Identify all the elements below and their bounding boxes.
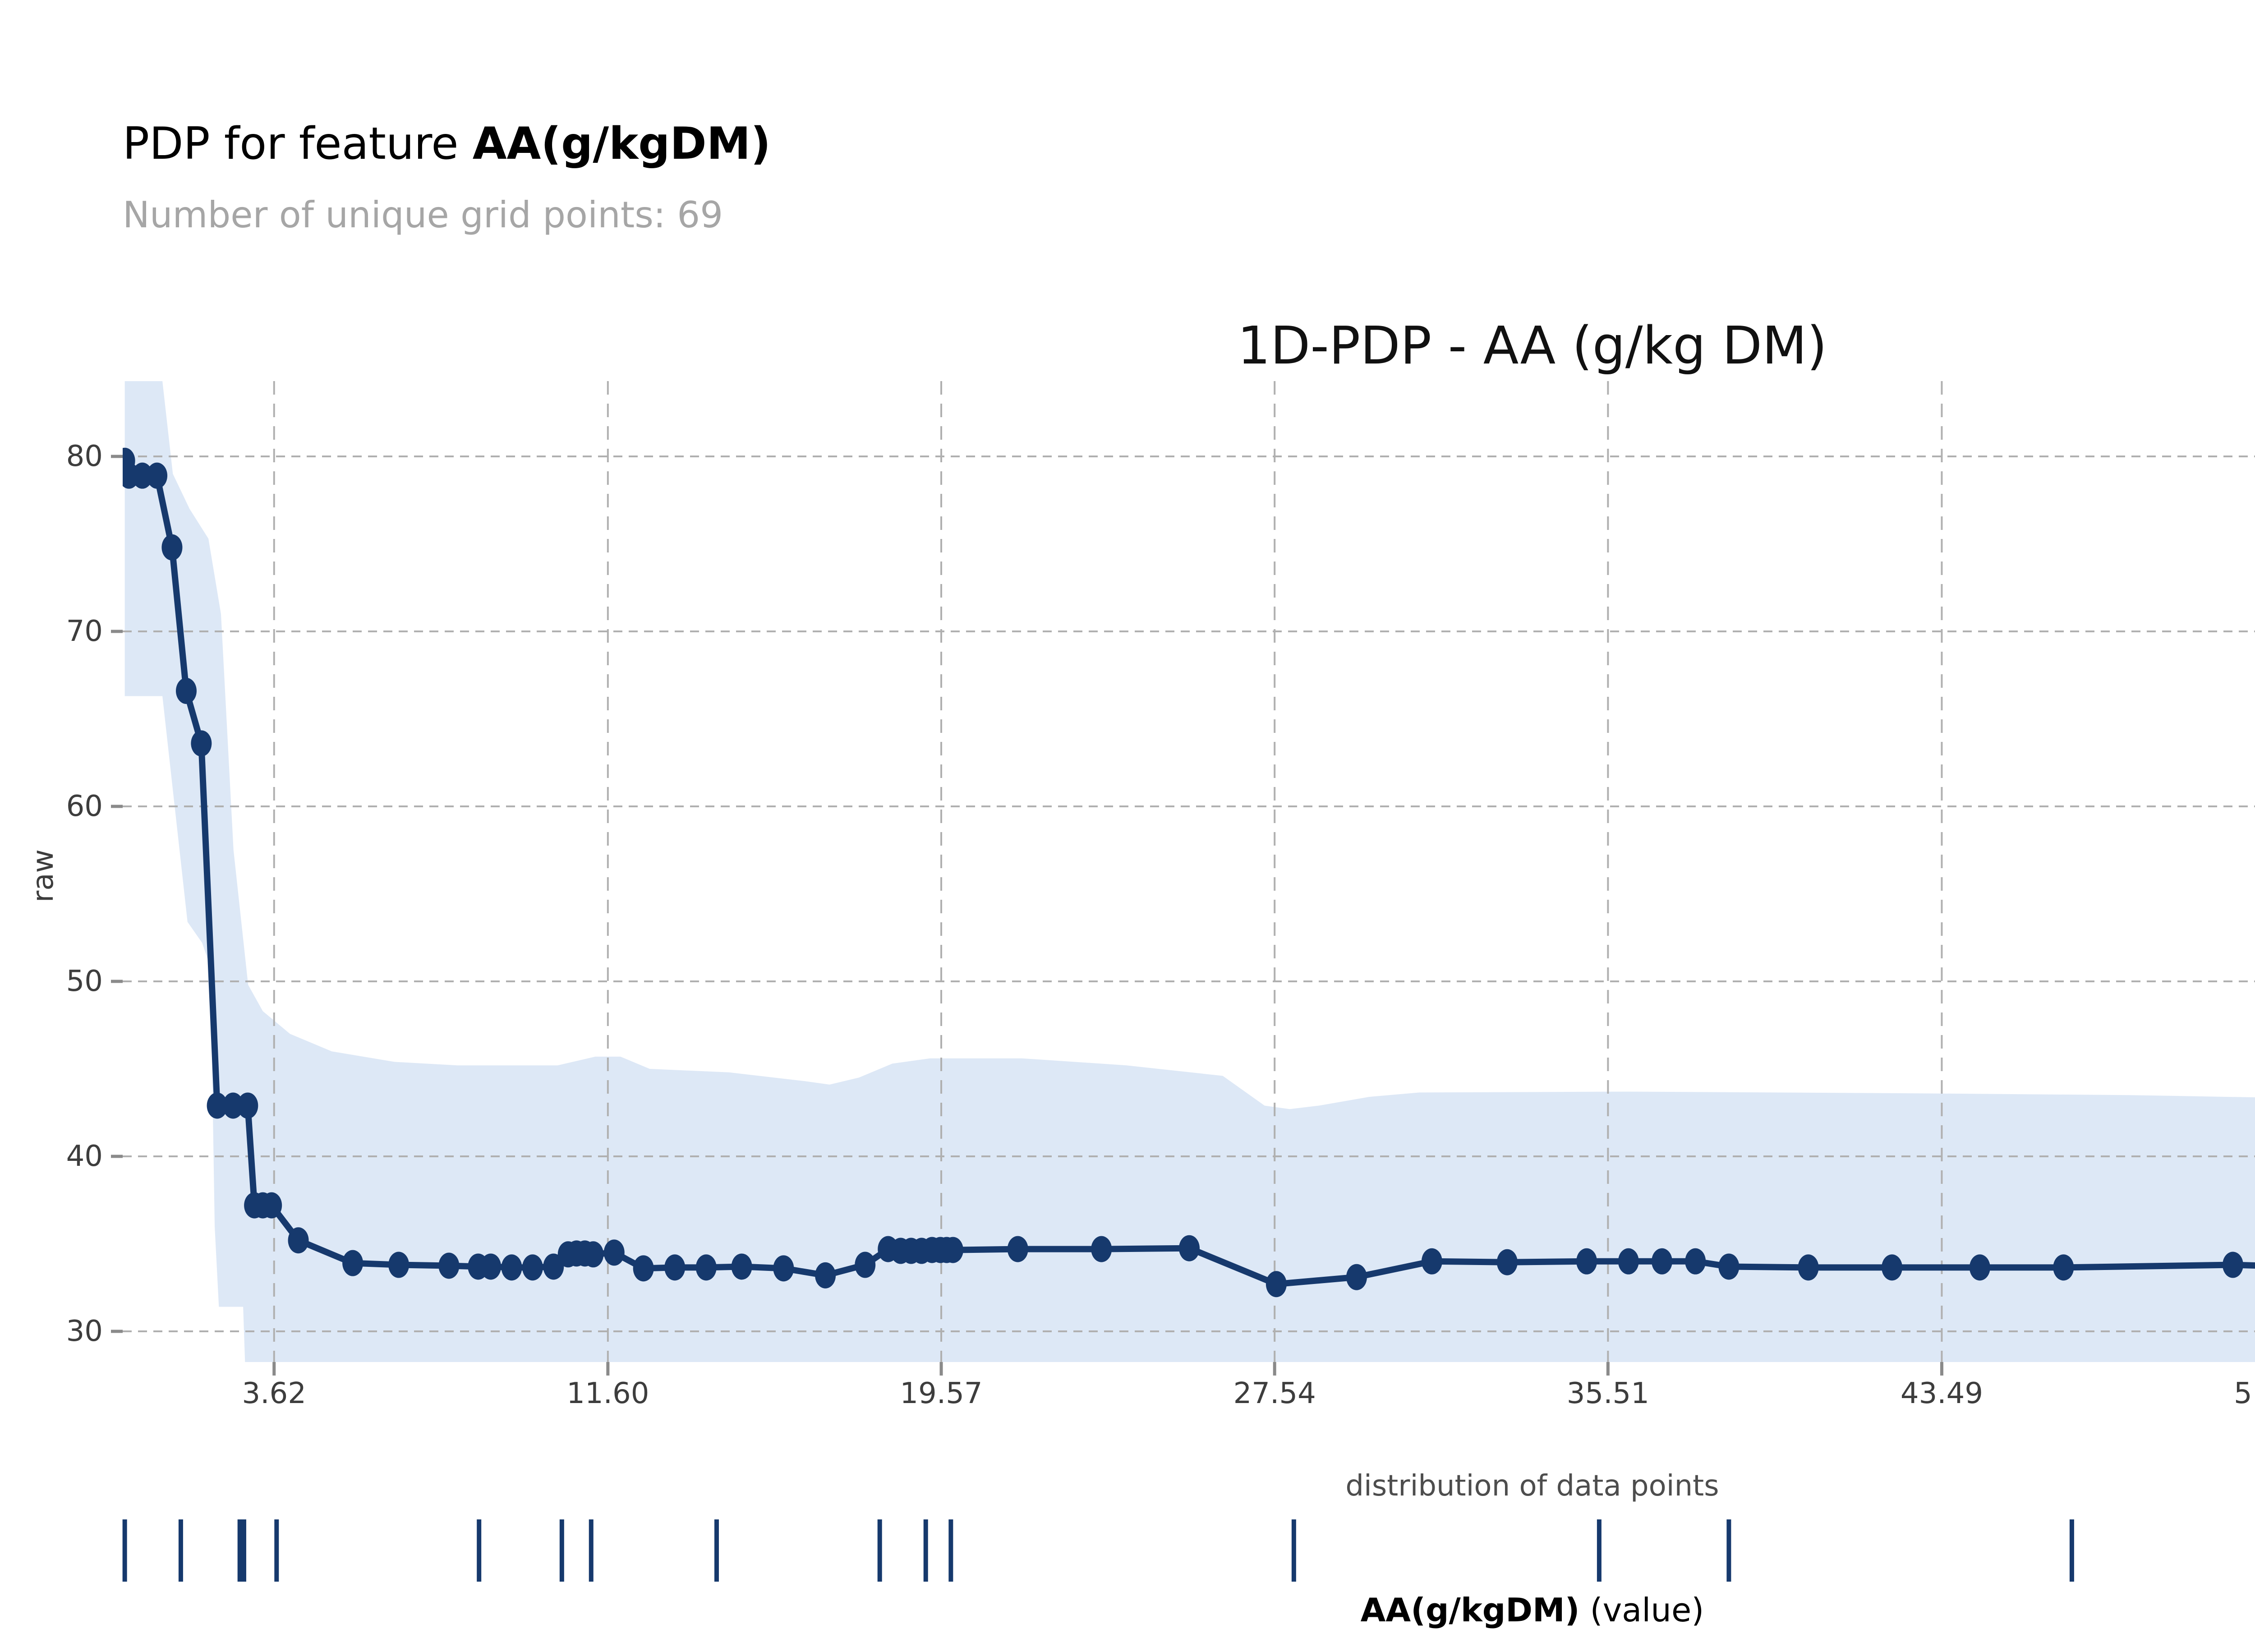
x-axis-label-feature: AA(g/kgDM): [1360, 1591, 1580, 1629]
page-title-prefix: PDP for feature: [123, 118, 473, 170]
distribution-label: distribution of data points: [1345, 1469, 1719, 1503]
x-tick-label: 11.60: [566, 1377, 649, 1410]
x-tick-label: 27.54: [1233, 1377, 1316, 1410]
y-tick-label: 40: [66, 1140, 103, 1173]
x-tick-label: 19.57: [900, 1377, 983, 1410]
x-axis-label: AA(g/kgDM) (value): [123, 1591, 2255, 1629]
x-tick-label: 51.46: [2234, 1377, 2255, 1410]
y-axis-label: raw: [27, 849, 60, 902]
x-axis-label-suffix: (value): [1579, 1591, 1704, 1629]
y-tick-label: 60: [66, 790, 103, 823]
y-tick-label: 70: [66, 615, 103, 648]
chart-title: 1D-PDP - AA (g/kg DM): [1237, 316, 1827, 376]
x-tick-label: 3.62: [242, 1377, 306, 1410]
x-tick-label: 35.51: [1566, 1377, 1649, 1410]
pdp-points: [123, 447, 2243, 1298]
confidence-band: [124, 381, 2255, 1362]
y-tick-label: 30: [66, 1315, 103, 1348]
page-title: PDP for feature AA(g/kgDM): [123, 118, 771, 170]
x-tick-label: 43.49: [1900, 1377, 1983, 1410]
y-tick-label: 50: [66, 965, 103, 998]
axis-tick-marks: [111, 455, 1943, 1376]
rug-plot: [122, 1519, 2074, 1582]
page-title-feature: AA(g/kgDM): [472, 118, 771, 170]
grid-points-subtitle: Number of unique grid points: 69: [123, 194, 723, 236]
y-tick-label: 80: [66, 440, 103, 473]
